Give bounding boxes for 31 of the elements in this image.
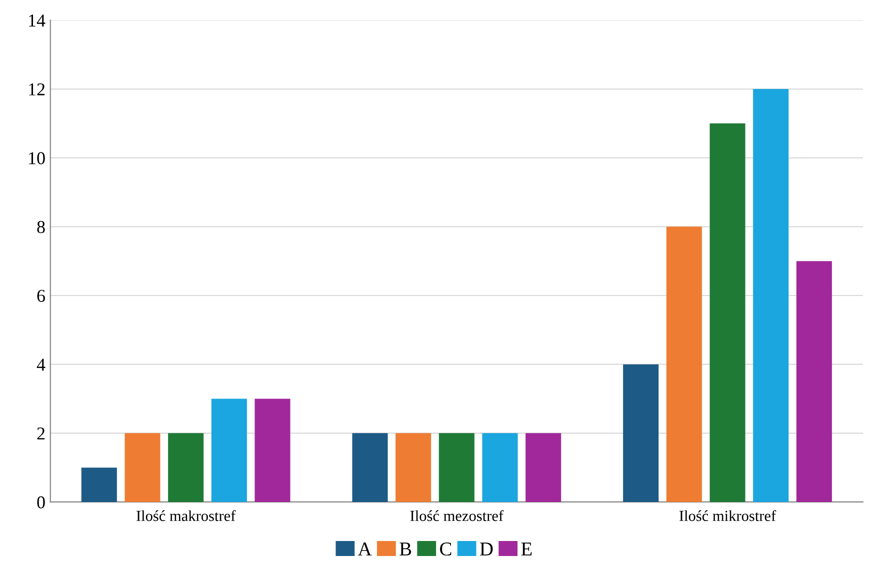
bar [168, 433, 204, 502]
y-tick-label: 8 [37, 220, 45, 234]
y-tick-label: 0 [37, 496, 45, 508]
y-tick-label: 2 [37, 427, 45, 440]
y-tick-label: 14 [29, 14, 46, 26]
bar [623, 364, 659, 502]
legend-label: E [521, 542, 532, 556]
x-tick-label: Ilość mezostref [410, 510, 504, 522]
y-tick-label: 4 [36, 358, 46, 371]
y-tick-label: 10 [29, 152, 45, 164]
legend-label: D [480, 542, 493, 556]
y-tick-label: 6 [37, 290, 45, 302]
legend-label: A [358, 542, 372, 556]
bar [438, 433, 474, 502]
bar [526, 433, 562, 502]
bar [753, 89, 789, 502]
bar [396, 433, 432, 502]
bar [352, 433, 388, 502]
legend-label: C [440, 542, 452, 556]
bar [666, 226, 702, 502]
bar [710, 123, 746, 502]
bar [211, 398, 247, 502]
bar [81, 468, 117, 502]
bar [124, 433, 160, 502]
x-tick-label: Ilość makrostref [136, 510, 236, 522]
y-tick-label: 12 [29, 83, 45, 96]
bar [482, 433, 518, 502]
bar [796, 261, 832, 502]
x-tick-label: Ilość mikrostref [679, 510, 776, 522]
legend-label: B [400, 542, 412, 556]
bar [254, 398, 290, 502]
